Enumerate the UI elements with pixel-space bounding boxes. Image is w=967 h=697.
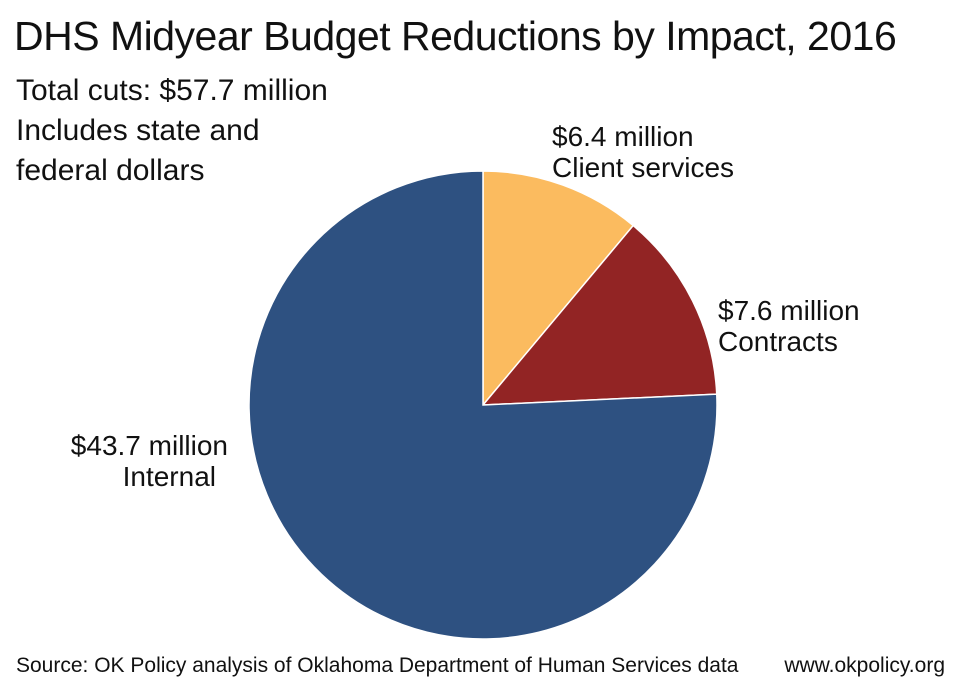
slice-value-label: $6.4 million (552, 121, 694, 152)
slice-value-label: $7.6 million (718, 295, 860, 326)
chart-title: DHS Midyear Budget Reductions by Impact,… (14, 13, 897, 59)
website-link[interactable]: www.okpolicy.org (784, 654, 945, 677)
chart-subtitle-note-2: federal dollars (16, 154, 205, 187)
chart-subtitle-note-1: Includes state and (16, 114, 260, 147)
pie-slice-internal (248, 170, 718, 640)
slice-label-internal: $43.7 million Internal (71, 430, 228, 492)
pie-slice-contracts (481, 224, 718, 406)
slice-category-label: Client services (552, 152, 734, 183)
slice-value-label: $43.7 million (71, 430, 228, 461)
chart-subtitle-total: Total cuts: $57.7 million (16, 74, 328, 107)
pie-labels: $6.4 million Client services$7.6 million C… (71, 121, 860, 492)
pie-slices (248, 170, 718, 640)
slice-category-label: Contracts (718, 326, 838, 357)
slice-label-contracts: $7.6 million Contracts (718, 295, 860, 357)
pie-slice-client-services (482, 170, 635, 408)
source-note: Source: OK Policy analysis of Oklahoma D… (16, 654, 739, 677)
slice-label-client-services: $6.4 million Client services (552, 121, 734, 183)
slice-category-label: Internal (123, 461, 216, 492)
